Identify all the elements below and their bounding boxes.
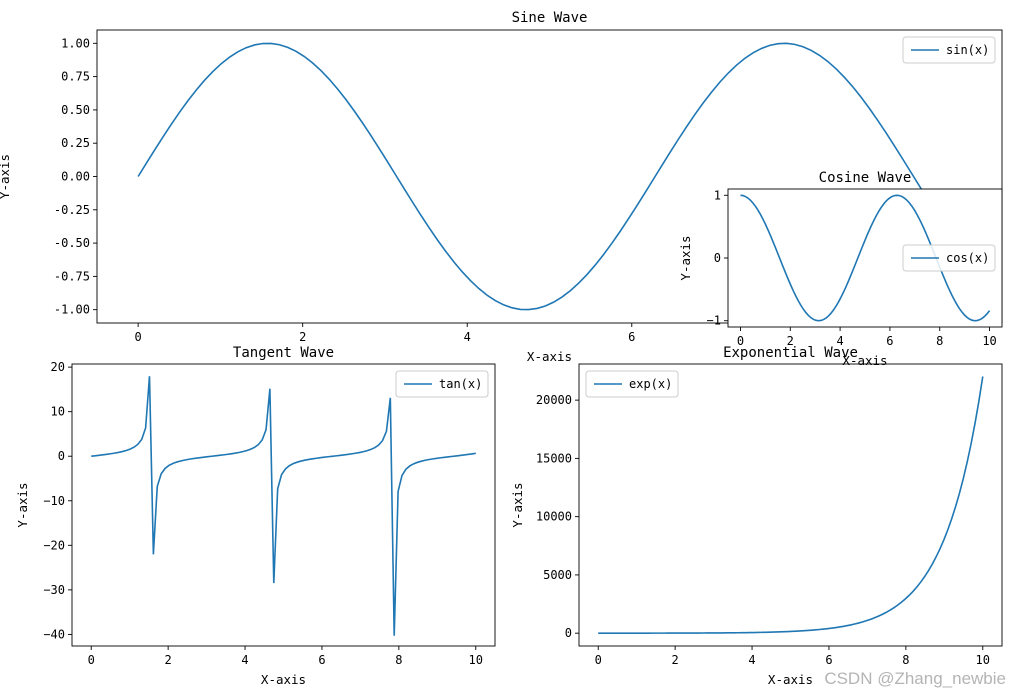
tangent-plot-area [72, 364, 495, 646]
sine-legend-box [902, 36, 996, 64]
exponential-series-line [598, 376, 984, 634]
watermark: CSDN @Zhang_newbie [824, 669, 1006, 688]
cosine-ytick-label: −1 [707, 314, 721, 328]
cosine-xtick-label: 8 [936, 334, 943, 348]
sine-xtick-label: 6 [628, 330, 635, 344]
sine-xtick-label: 4 [464, 330, 471, 344]
tangent-series-line [91, 376, 476, 636]
chart-sine: 0 2 4 6 -1.00 -0.75 -0.50 -0.25 0.00 0.25 0.50 0.75… [0, 10, 1003, 364]
cosine-xtick-label: 10 [982, 334, 996, 348]
cosine-ytick-label: 0 [714, 251, 721, 265]
sine-ytick-label: -0.25 [54, 203, 90, 217]
exponential-ytick-label: 5000 [543, 568, 572, 582]
exponential-ylabel: Y-axis [510, 482, 525, 527]
tangent-xtick-label: 10 [469, 653, 483, 667]
chart-cosine: 0 2 4 6 8 10 −1 0 1 Cosine Wave X-axis Y-axis cos(x) [678, 170, 1003, 368]
chart-exponential: 0 2 4 6 8 10 0 5000 10000 15000 20000 Exponential W… [510, 345, 1003, 687]
sine-xtick-label: 0 [135, 330, 142, 344]
tangent-legend-box [395, 370, 489, 398]
sine-ytick-label: -0.50 [54, 236, 90, 250]
tangent-ytick-label: 20 [51, 360, 65, 374]
tangent-xtick-label: 0 [88, 653, 95, 667]
tangent-xtick-label: 6 [318, 653, 325, 667]
sine-ytick-label: -0.75 [54, 269, 90, 283]
sine-xlabel: X-axis [527, 349, 572, 364]
chart-tangent: 0 2 4 6 8 10 −40 −30 −20 −10 0 10 20 Tangent Wave X-ax… [15, 345, 496, 687]
exponential-xtick-label: 8 [902, 653, 909, 667]
sine-ytick-label: -1.00 [54, 303, 90, 317]
tangent-xtick-label: 8 [395, 653, 402, 667]
exponential-xtick-label: 10 [976, 653, 990, 667]
tangent-xlabel: X-axis [261, 672, 306, 687]
exponential-legend-box [585, 370, 679, 398]
exponential-ytick-label: 0 [565, 626, 572, 640]
tangent-legend: tan(x) [395, 370, 489, 398]
exponential-legend-label: exp(x) [629, 377, 672, 391]
exponential-xtick-label: 2 [672, 653, 679, 667]
exponential-plot-area [579, 364, 1002, 646]
tangent-axes-frame [71, 363, 496, 647]
sine-legend-label: sin(x) [946, 43, 989, 57]
cosine-ytick-label: 1 [714, 188, 721, 202]
cosine-xtick-label: 6 [886, 334, 893, 348]
tangent-ytick-label: −40 [43, 627, 65, 641]
tangent-xtick-label: 2 [165, 653, 172, 667]
cosine-xtick-label: 2 [787, 334, 794, 348]
tangent-title: Tangent Wave [233, 345, 334, 361]
cosine-legend: cos(x) [902, 244, 996, 272]
sine-title: Sine Wave [512, 10, 588, 26]
sine-ylabel: Y-axis [0, 154, 12, 199]
sine-xtick-label: 2 [299, 330, 306, 344]
exponential-xtick-label: 6 [825, 653, 832, 667]
tangent-legend-label: tan(x) [439, 377, 482, 391]
exponential-ytick-label: 20000 [536, 393, 572, 407]
exponential-xtick-label: 0 [595, 653, 602, 667]
exponential-ytick-label: 15000 [536, 451, 572, 465]
sine-ytick-label: 0.75 [61, 70, 90, 84]
exponential-axes-frame [578, 363, 1003, 647]
cosine-series-line [740, 194, 991, 322]
cosine-xlabel: X-axis [842, 353, 887, 368]
sine-ytick-label: 0.00 [61, 170, 90, 184]
cosine-ylabel: Y-axis [678, 235, 693, 280]
tangent-ytick-label: 10 [51, 405, 65, 419]
sine-series-line [137, 42, 962, 311]
tangent-ylabel: Y-axis [15, 482, 30, 527]
tangent-xtick-label: 4 [241, 653, 248, 667]
exponential-legend: exp(x) [585, 370, 679, 398]
sine-ytick-label: 1.00 [61, 36, 90, 50]
tangent-ytick-label: −30 [43, 583, 65, 597]
exponential-ytick-label: 10000 [536, 510, 572, 524]
sine-ytick-label: 0.50 [61, 103, 90, 117]
exponential-xtick-label: 4 [748, 653, 755, 667]
cosine-title: Cosine Wave [819, 170, 912, 186]
tangent-ytick-label: 0 [58, 449, 65, 463]
sine-legend: sin(x) [902, 36, 996, 64]
exponential-xlabel: X-axis [768, 672, 813, 687]
sine-ytick-label: 0.25 [61, 136, 90, 150]
tangent-ytick-label: −10 [43, 494, 65, 508]
cosine-xtick-label: 4 [836, 334, 843, 348]
cosine-xtick-label: 0 [737, 334, 744, 348]
tangent-ytick-label: −20 [43, 538, 65, 552]
cosine-legend-label: cos(x) [946, 251, 989, 265]
cosine-legend-box [902, 244, 996, 272]
exponential-title: Exponential Wave [723, 345, 858, 361]
